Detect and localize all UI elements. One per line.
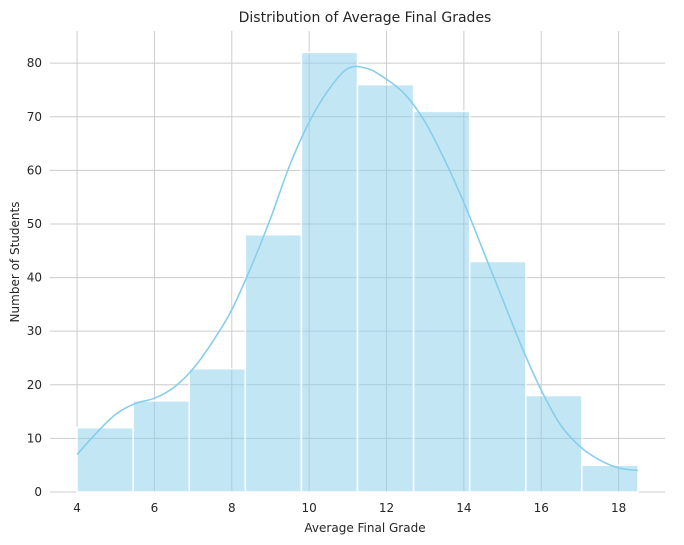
y-tick-label: 60 <box>27 163 42 177</box>
y-tick-label: 10 <box>27 431 42 445</box>
y-tick-label: 40 <box>27 271 42 285</box>
x-tick-label: 14 <box>456 501 471 515</box>
histogram-bar <box>188 367 247 493</box>
histogram-bar <box>525 394 583 493</box>
histogram-bar <box>132 400 190 493</box>
histogram-bar <box>300 51 359 493</box>
y-tick-label: 70 <box>27 110 42 124</box>
histogram-bar <box>244 233 303 493</box>
histogram-bar <box>412 110 471 493</box>
x-tick-label: 6 <box>151 501 159 515</box>
kde-curve-layer <box>76 65 639 472</box>
x-axis-label: Average Final Grade <box>304 521 425 535</box>
tick-labels: 0 10 20 30 40 50 60 70 80 4 6 8 10 12 14 16 18 <box>27 56 627 515</box>
x-tick-label: 16 <box>534 501 549 515</box>
y-tick-label: 30 <box>27 324 42 338</box>
x-tick-label: 18 <box>611 501 626 515</box>
y-tick-label: 50 <box>27 217 42 231</box>
x-tick-label: 8 <box>228 501 236 515</box>
histogram-bar <box>468 260 527 493</box>
y-tick-label: 80 <box>27 56 42 70</box>
chart-title: Distribution of Average Final Grades <box>239 10 492 26</box>
y-tick-label: 0 <box>34 485 42 499</box>
histogram-bar <box>356 83 415 493</box>
x-tick-label: 4 <box>73 501 81 515</box>
y-axis-label: Number of Students <box>8 202 22 323</box>
kde-curve <box>76 65 639 472</box>
histogram-bars <box>76 51 639 493</box>
y-tick-label: 20 <box>27 378 42 392</box>
histogram-bar <box>76 426 134 493</box>
x-tick-label: 12 <box>379 501 394 515</box>
x-tick-label: 10 <box>302 501 317 515</box>
